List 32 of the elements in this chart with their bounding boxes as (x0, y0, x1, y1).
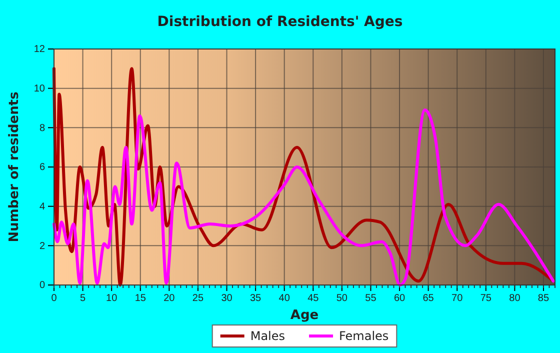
x-tick-label: 75 (480, 293, 492, 304)
y-tick-label: 8 (39, 122, 46, 134)
x-tick-label: 35 (250, 293, 262, 304)
chart-title: Distribution of Residents' Ages (157, 14, 403, 30)
x-tick-label: 5 (80, 293, 86, 304)
y-tick-label: 12 (34, 44, 46, 56)
x-tick-label: 30 (221, 293, 233, 304)
x-tick-label: 80 (509, 293, 521, 304)
legend-label: Males (250, 329, 286, 343)
x-tick-label: 60 (394, 293, 406, 304)
y-tick-label: 2 (39, 240, 46, 252)
x-tick-label: 10 (106, 293, 118, 304)
y-tick-label: 4 (39, 202, 46, 213)
x-tick-label: 0 (51, 293, 58, 304)
x-tick-label: 70 (452, 293, 464, 304)
x-tick-label: 20 (164, 293, 176, 304)
x-tick-label: 55 (365, 293, 377, 304)
y-tick-label: 0 (39, 280, 46, 292)
line-series (52, 108, 555, 286)
x-axis-title: Age (290, 308, 319, 323)
y-tick-label: 6 (39, 162, 46, 174)
x-tick-label: 45 (308, 293, 320, 304)
x-tick-label: 65 (422, 293, 434, 304)
y-tick-label: 10 (34, 84, 46, 95)
x-tick-label: 50 (336, 293, 348, 304)
legend-label: Females (339, 329, 389, 343)
y-axis-title: Number of residents (7, 91, 22, 242)
x-tick-label: 15 (134, 293, 146, 304)
line-series (52, 67, 555, 286)
x-tick-label: 25 (192, 293, 204, 304)
x-tick-label: 40 (278, 293, 290, 304)
x-tick-label: 85 (538, 293, 550, 304)
